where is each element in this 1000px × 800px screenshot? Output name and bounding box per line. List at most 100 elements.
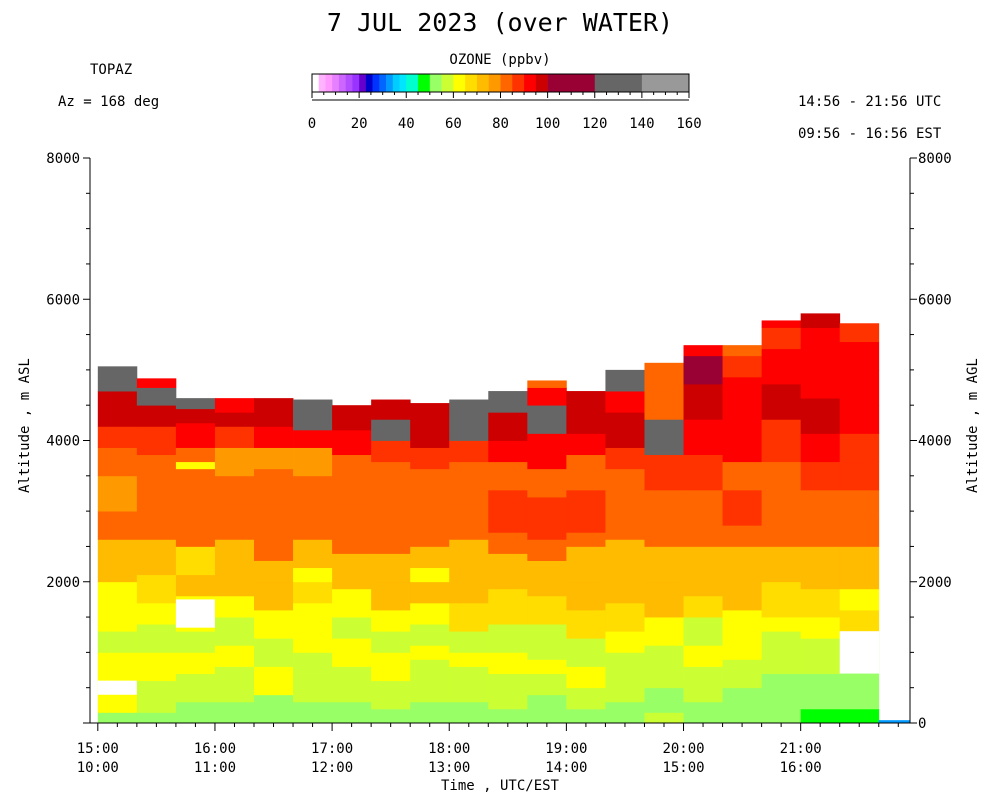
ozone-layer-cell (332, 454, 372, 477)
ozone-layer-cell (605, 631, 645, 653)
colorbar-segment (547, 74, 596, 92)
ozone-layer-cell (214, 426, 255, 448)
ozone-layer-cell (175, 422, 216, 448)
ozone-layer-cell (761, 701, 802, 724)
ozone-layer-cell (839, 588, 880, 611)
ozone-layer-cell (761, 525, 802, 547)
colorbar-segment (392, 74, 400, 92)
ozone-layer-cell (722, 659, 763, 689)
x-tick-label-est: 14:00 (545, 760, 587, 776)
ozone-layer-cell (254, 610, 294, 639)
ozone-layer-cell (175, 461, 216, 470)
ozone-layer-cell (488, 708, 528, 724)
ozone-layer-cell (566, 412, 606, 434)
ozone-layer-cell (488, 412, 528, 441)
ozone-layer-cell (683, 701, 723, 724)
ozone-layer-cell (175, 574, 216, 597)
ozone-layer-cell (488, 652, 528, 674)
ozone-layer-cell (566, 532, 606, 547)
ozone-layer-cell (293, 631, 333, 653)
ozone-layer-cell (839, 433, 880, 463)
ozone-layer-cell (175, 652, 216, 674)
ozone-layer-cell (254, 408, 294, 427)
ozone-layer-cell (136, 574, 177, 604)
ozone-layer-cell (371, 399, 411, 420)
ozone-layer-cell (332, 701, 372, 724)
y-tick-label-left: 4000 (46, 434, 80, 450)
x-tick-label-utc: 18:00 (428, 741, 470, 757)
ozone-layer-cell (605, 652, 645, 703)
ozone-layer-cell (605, 567, 645, 604)
ozone-layer-cell (410, 701, 450, 724)
ozone-layer-cell (566, 638, 606, 667)
ozone-layer-cell (410, 602, 450, 625)
ozone-layer-cell (644, 489, 684, 519)
ozone-layer-cell (449, 399, 489, 422)
ozone-layer-cell (175, 546, 216, 576)
ozone-layer-cell (839, 546, 880, 590)
ozone-layer-cell (214, 666, 255, 703)
ozone-layer-cell (722, 433, 763, 463)
colorbar-segment (500, 74, 513, 92)
ozone-layer-cell (800, 398, 841, 434)
ozone-layer-cell (605, 701, 645, 724)
ozone-layer-cell (410, 497, 450, 547)
ozone-layer-cell (722, 525, 763, 547)
ozone-layer-cell (644, 581, 684, 618)
ozone-layer-cell (136, 405, 177, 427)
ozone-layer-cell (839, 489, 880, 519)
ozone-layer-cell (97, 475, 138, 512)
ozone-layer-cell (136, 378, 177, 388)
ozone-layer-cell (488, 624, 528, 653)
colorbar-segment (476, 74, 490, 92)
ozone-layer-cell (839, 518, 880, 547)
ozone-layer-cell (410, 659, 450, 703)
ozone-layer-cell (332, 475, 372, 505)
colorbar-segment (594, 74, 643, 92)
ozone-layer-cell (97, 426, 138, 448)
ozone-layer-cell (566, 708, 606, 724)
ozone-layer-cell (527, 380, 567, 388)
ozone-layer-cell (254, 447, 294, 470)
ozone-layer-cell (722, 461, 763, 491)
colorbar-segment (325, 74, 333, 92)
ozone-layer-cell (761, 384, 802, 420)
colorbar-tick-label: 0 (308, 116, 316, 132)
ozone-layer-cell (722, 610, 763, 639)
ozone-layer-cell (136, 624, 177, 653)
ozone-layer-cell (644, 454, 684, 491)
colorbar-segment (318, 74, 326, 92)
colorbar-tick-label: 80 (492, 116, 509, 132)
ozone-layer-cell (449, 504, 489, 540)
ozone-layer-cell (136, 426, 177, 456)
ozone-layer-cell (97, 631, 138, 653)
x-tick-label-est: 15:00 (662, 760, 704, 776)
ozone-layer-cell (214, 447, 255, 477)
ozone-layer-cell (605, 369, 645, 392)
ozone-layer-cell (761, 489, 802, 526)
ozone-layer-cell (371, 553, 411, 583)
ozone-layer-cell (644, 518, 684, 547)
colorbar-segment (386, 74, 394, 92)
ozone-layer-cell (175, 468, 216, 547)
ozone-layer-cell (488, 532, 528, 554)
ozone-layer-cell (214, 567, 255, 597)
ozone-layer-cell (605, 602, 645, 632)
y-tick-label-left: 2000 (46, 575, 80, 591)
ozone-layer-cell (566, 454, 606, 491)
azimuth-label: Az = 168 deg (58, 94, 160, 110)
x-tick-label-utc: 15:00 (77, 741, 119, 757)
ozone-layer-cell (800, 461, 841, 491)
ozone-layer-cell (371, 680, 411, 710)
ozone-layer-cell (644, 712, 684, 724)
ozone-layer-cell (761, 631, 802, 674)
ozone-layer-cell (332, 405, 372, 417)
ozone-layer-cell (644, 419, 684, 456)
colorbar-segment (312, 74, 320, 92)
ozone-layer-cell (410, 447, 450, 470)
ozone-layer-cell (410, 546, 450, 569)
ozone-layer-cell (722, 376, 763, 406)
ozone-layer-cell (371, 497, 411, 554)
ozone-layer-cell (644, 617, 684, 646)
plot-axes: 8000 6000 4000 2000 8000 6000 4000 2000 0 15:00 10… (46, 151, 951, 776)
